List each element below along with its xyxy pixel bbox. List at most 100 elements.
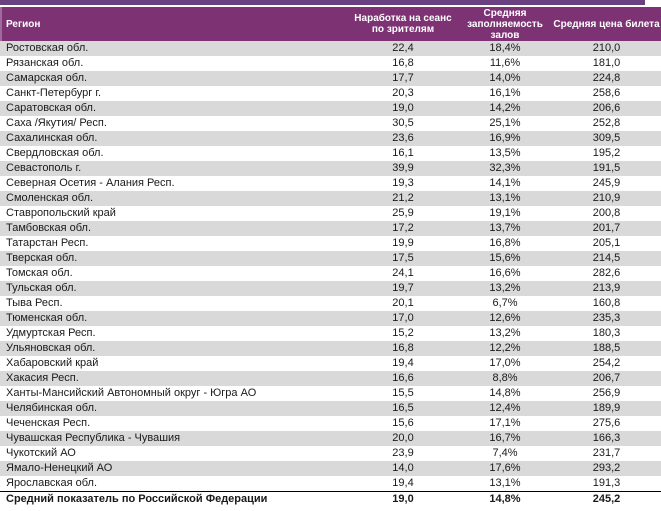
summary-row: Средний показатель по Российской Федерац…	[0, 491, 661, 507]
per-session-value: 19,0	[392, 102, 414, 114]
avg-price-value: 210,9	[592, 192, 621, 204]
table-row: Самарская обл. 17,7 14,0% 224,8	[0, 71, 661, 86]
region-name: Чувашская Республика - Чувашия	[6, 432, 181, 444]
avg-price-value: 309,5	[592, 132, 621, 144]
table-row: Чеченская Респ. 15,6 17,1% 275,6	[0, 416, 661, 431]
region-name: Татарстан Респ.	[6, 237, 89, 249]
region-name: Тыва Респ.	[6, 297, 63, 309]
avg-price-value: 181,0	[592, 57, 621, 69]
occupancy-value: 12,2%	[489, 342, 521, 354]
avg-price-value: 258,6	[592, 87, 621, 99]
avg-price-value: 205,1	[592, 237, 621, 249]
avg-price-value: 200,8	[592, 207, 621, 219]
avg-price-value: 189,9	[592, 402, 621, 414]
region-name: Ямало-Ненецкий АО	[6, 462, 113, 474]
avg-price-value: 252,8	[592, 117, 621, 129]
per-session-value: 19,4	[392, 477, 414, 489]
table-row: Тюменская обл. 17,0 12,6% 235,3	[0, 311, 661, 326]
region-name: Ярославская обл.	[6, 477, 98, 489]
summary-per-session: 19,0	[392, 493, 414, 505]
per-session-value: 19,9	[392, 237, 414, 249]
occupancy-value: 16,6%	[489, 267, 521, 279]
per-session-value: 17,5	[392, 252, 414, 264]
region-name: Смоленская обл.	[6, 192, 94, 204]
top-right-corner-cutout	[645, 0, 661, 5]
avg-price-value: 180,3	[592, 327, 621, 339]
table-row: Рязанская обл. 16,8 11,6% 181,0	[0, 56, 661, 71]
table-row: Свердловская обл. 16,1 13,5% 195,2	[0, 146, 661, 161]
per-session-value: 25,9	[392, 207, 414, 219]
occupancy-value: 6,7%	[492, 297, 518, 309]
occupancy-value: 12,6%	[489, 312, 521, 324]
column-header-region: Регион	[6, 18, 41, 30]
table-row: Сахалинская обл. 23,6 16,9% 309,5	[0, 131, 661, 146]
per-session-value: 23,6	[392, 132, 414, 144]
region-name: Северная Осетия - Алания Респ.	[6, 177, 175, 189]
table-row: Тамбовская обл. 17,2 13,7% 201,7	[0, 221, 661, 236]
occupancy-value: 14,1%	[489, 177, 521, 189]
summary-avg-price: 245,2	[592, 493, 621, 505]
per-session-value: 21,2	[392, 192, 414, 204]
per-session-value: 15,6	[392, 417, 414, 429]
occupancy-value: 16,1%	[489, 87, 521, 99]
avg-price-value: 224,8	[592, 72, 621, 84]
occupancy-value: 11,6%	[489, 57, 521, 69]
region-name: Хабаровский край	[6, 357, 99, 369]
table-row: Северная Осетия - Алания Респ. 19,3 14,1…	[0, 176, 661, 191]
table-row: Ярославская обл. 19,4 13,1% 191,3	[0, 476, 661, 491]
per-session-value: 17,0	[392, 312, 414, 324]
per-session-value: 14,0	[392, 462, 414, 474]
occupancy-value: 13,1%	[489, 477, 521, 489]
avg-price-value: 195,2	[592, 147, 621, 159]
table-header: Регион Наработка на сеанс по зрителям Ср…	[0, 7, 661, 41]
avg-price-value: 160,8	[592, 297, 621, 309]
per-session-value: 30,5	[392, 117, 414, 129]
occupancy-value: 13,2%	[489, 282, 521, 294]
table-row: Томская обл. 24,1 16,6% 282,6	[0, 266, 661, 281]
table-row: Смоленская обл. 21,2 13,1% 210,9	[0, 191, 661, 206]
avg-price-value: 213,9	[592, 282, 621, 294]
occupancy-value: 16,9%	[489, 132, 521, 144]
region-name: Тверская обл.	[6, 252, 78, 264]
region-name: Ставропольский край	[6, 207, 116, 219]
table-row: Челябинская обл. 16,5 12,4% 189,9	[0, 401, 661, 416]
occupancy-value: 18,4%	[489, 42, 521, 54]
table-row: Тверская обл. 17,5 15,6% 214,5	[0, 251, 661, 266]
column-header-occupancy: Средняя заполняемость залов	[467, 7, 543, 41]
per-session-value: 16,5	[392, 402, 414, 414]
per-session-value: 16,8	[392, 57, 414, 69]
region-name: Севастополь г.	[6, 162, 82, 174]
occupancy-value: 13,5%	[489, 147, 521, 159]
occupancy-value: 14,2%	[489, 102, 521, 114]
summary-label: Средний показатель по Российской Федерац…	[6, 493, 268, 505]
avg-price-value: 214,5	[592, 252, 621, 264]
region-name: Томская обл.	[6, 267, 73, 279]
occupancy-value: 25,1%	[489, 117, 521, 129]
table-row: Ульяновская обл. 16,8 12,2% 188,5	[0, 341, 661, 356]
occupancy-value: 13,1%	[489, 192, 521, 204]
occupancy-value: 19,1%	[489, 207, 521, 219]
avg-price-value: 201,7	[592, 222, 621, 234]
region-name: Сахалинская обл.	[6, 132, 98, 144]
table-row: Чукотский АО 23,9 7,4% 231,7	[0, 446, 661, 461]
region-name: Ростовская обл.	[6, 42, 89, 54]
per-session-value: 19,3	[392, 177, 414, 189]
occupancy-value: 17,6%	[489, 462, 521, 474]
table-row: Ставропольский край 25,9 19,1% 200,8	[0, 206, 661, 221]
summary-occupancy: 14,8%	[489, 493, 521, 505]
per-session-value: 24,1	[392, 267, 414, 279]
region-name: Тамбовская обл.	[6, 222, 92, 234]
avg-price-value: 235,3	[592, 312, 621, 324]
occupancy-value: 16,7%	[489, 432, 521, 444]
table-row: Хабаровский край 19,4 17,0% 254,2	[0, 356, 661, 371]
per-session-value: 16,8	[392, 342, 414, 354]
header-separator	[0, 5, 661, 7]
per-session-value: 16,6	[392, 372, 414, 384]
avg-price-value: 256,9	[592, 387, 621, 399]
table-row: Тульская обл. 19,7 13,2% 213,9	[0, 281, 661, 296]
table-row: Татарстан Респ. 19,9 16,8% 205,1	[0, 236, 661, 251]
per-session-value: 23,9	[392, 447, 414, 459]
avg-price-value: 245,9	[592, 177, 621, 189]
per-session-value: 15,5	[392, 387, 414, 399]
table-row: Удмуртская Респ. 15,2 13,2% 180,3	[0, 326, 661, 341]
